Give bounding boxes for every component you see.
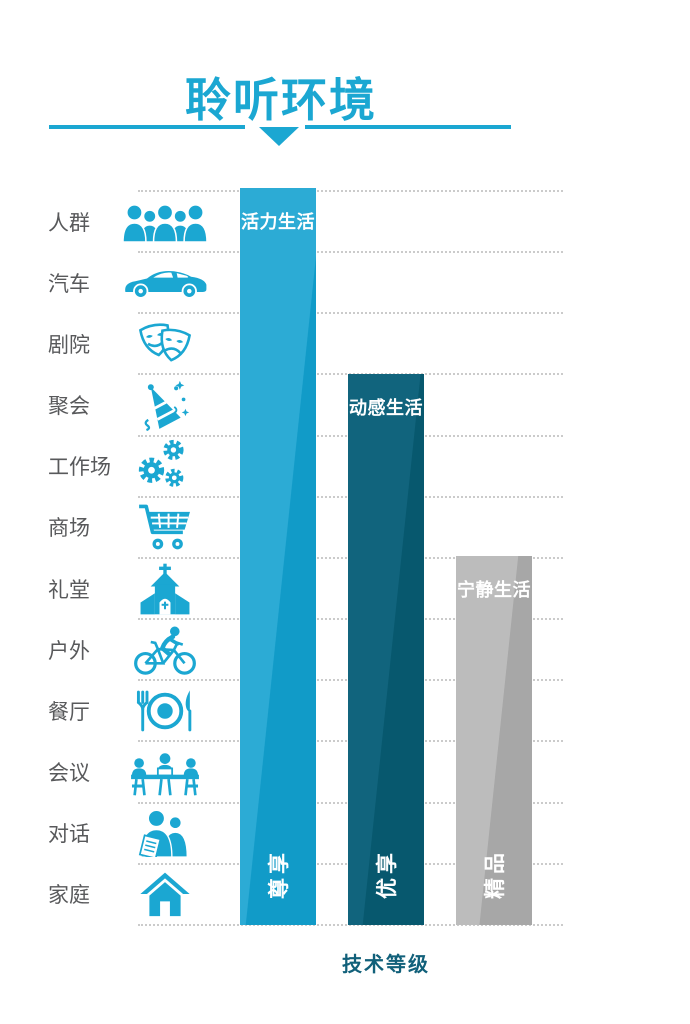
row-hall: 礼堂 bbox=[0, 556, 690, 619]
row-restaurant: 餐厅 bbox=[0, 679, 690, 741]
bar-top-label: 宁静生活 bbox=[457, 580, 531, 600]
triangle-down-icon bbox=[259, 127, 299, 146]
bar-top-label: 活力生活 bbox=[241, 212, 315, 232]
row-label: 餐厅 bbox=[48, 700, 90, 724]
title-divider-right bbox=[305, 125, 511, 129]
page-title: 聆听环境 bbox=[185, 74, 377, 126]
row-car: 汽车 bbox=[0, 251, 690, 313]
row-mall: 商场 bbox=[0, 495, 690, 558]
bar-dynamic-life: 动感生活 优享 bbox=[348, 374, 424, 925]
row-label: 聚会 bbox=[48, 395, 90, 419]
shopping-cart-icon bbox=[113, 497, 217, 558]
row-label: 汽车 bbox=[48, 272, 90, 296]
row-label: 会议 bbox=[48, 761, 90, 785]
bar-top-label: 动感生活 bbox=[349, 398, 423, 418]
row-workplace: 工作场 bbox=[0, 434, 690, 497]
row-theater: 剧院 bbox=[0, 312, 690, 374]
row-label: 剧院 bbox=[48, 333, 90, 357]
title-divider-left bbox=[49, 125, 245, 129]
row-party: 聚会 bbox=[0, 373, 690, 435]
restaurant-icon bbox=[113, 680, 217, 741]
cyclist-icon bbox=[113, 619, 217, 680]
conversation-icon bbox=[113, 803, 217, 864]
gears-icon bbox=[113, 436, 217, 497]
row-meeting: 会议 bbox=[0, 740, 690, 802]
meeting-icon bbox=[113, 741, 217, 802]
row-label: 礼堂 bbox=[48, 578, 90, 602]
bar-tier-label: 优享 bbox=[376, 849, 399, 899]
bar-vibrant-life: 活力生活 尊享 bbox=[240, 188, 316, 925]
row-label: 对话 bbox=[48, 823, 90, 847]
car-icon bbox=[113, 252, 217, 313]
row-label: 家庭 bbox=[48, 884, 90, 908]
bar-tier-label: 精品 bbox=[484, 849, 507, 899]
home-icon bbox=[113, 864, 217, 925]
row-label: 工作场 bbox=[48, 456, 111, 480]
row-label: 商场 bbox=[48, 517, 90, 541]
bar-tranquil-life: 宁静生活 精品 bbox=[456, 556, 532, 925]
row-home: 家庭 bbox=[0, 862, 690, 925]
church-icon bbox=[113, 558, 217, 619]
row-label: 户外 bbox=[48, 639, 90, 663]
row-crowd: 人群 bbox=[0, 189, 690, 252]
row-grid: 人群 汽车 bbox=[0, 189, 690, 926]
bar-tier-label: 尊享 bbox=[268, 849, 291, 899]
theater-masks-icon bbox=[113, 313, 217, 374]
x-axis-label: 技术等级 bbox=[342, 954, 430, 976]
crowd-icon bbox=[113, 191, 217, 252]
row-outdoor: 户外 bbox=[0, 618, 690, 680]
row-conversation: 对话 bbox=[0, 801, 690, 864]
row-label: 人群 bbox=[48, 211, 90, 235]
party-icon bbox=[113, 374, 217, 435]
